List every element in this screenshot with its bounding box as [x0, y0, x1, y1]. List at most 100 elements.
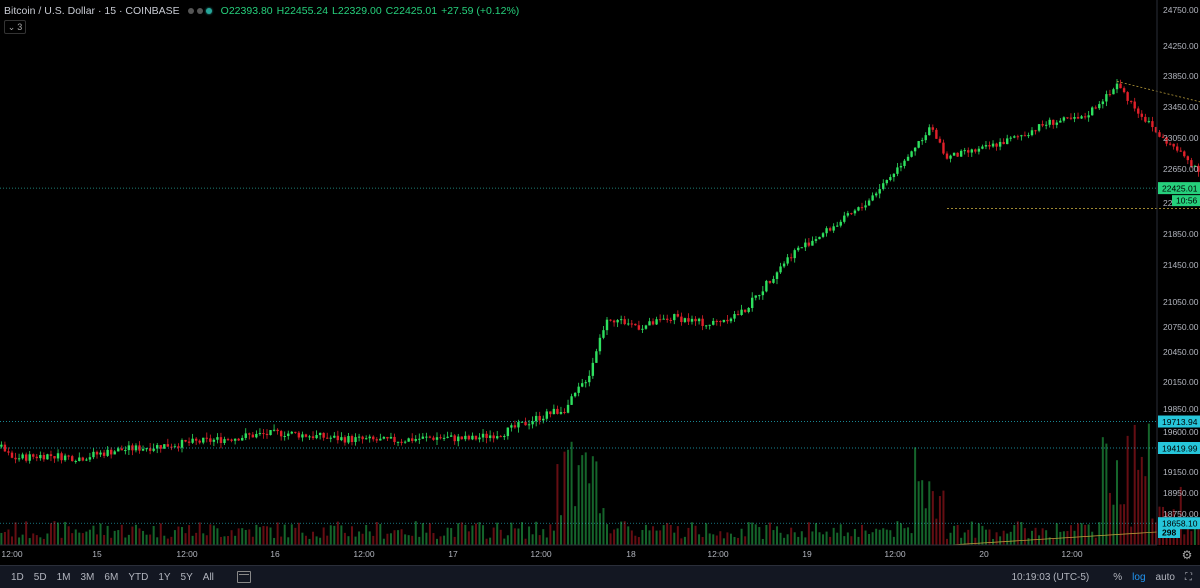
symbol-title[interactable]: Bitcoin / U.S. Dollar · 15 · COINBASE	[4, 5, 180, 17]
candle-body	[619, 319, 623, 321]
candle-body	[743, 309, 747, 312]
candle-body	[935, 129, 938, 139]
range-6m-button[interactable]: 6M	[104, 571, 119, 583]
candle-body	[885, 180, 888, 184]
candle-body	[896, 167, 899, 174]
candle-body	[1041, 124, 1044, 126]
volume-bar	[340, 525, 343, 545]
calendar-icon[interactable]	[236, 571, 251, 583]
volume-bar	[35, 535, 38, 545]
volume-bar	[400, 529, 403, 545]
time-tick-label: 18	[626, 549, 636, 559]
time-tick-label: 12:00	[707, 549, 729, 559]
gear-icon[interactable]: ⚙	[1181, 548, 1193, 562]
volume-bar	[18, 537, 21, 545]
volume-bar	[503, 538, 506, 545]
range-5d-button[interactable]: 5D	[33, 571, 47, 583]
candle-body	[662, 318, 665, 320]
candle-body	[751, 297, 754, 308]
candle-body	[233, 438, 237, 441]
volume-bar	[28, 538, 31, 545]
candle-body	[598, 337, 602, 352]
percent-toggle[interactable]: %	[1113, 571, 1123, 583]
level-1-label: 19713.94	[1158, 415, 1200, 428]
volume-bar	[637, 537, 640, 545]
volume-bar	[1154, 522, 1157, 545]
candle-body	[818, 236, 821, 240]
candle-body	[648, 321, 651, 326]
volume-bar	[956, 525, 959, 545]
volume-bar	[577, 465, 580, 545]
candle-body	[418, 438, 421, 440]
volume-label: 298	[1158, 527, 1180, 538]
candle-body	[106, 449, 109, 456]
range-1d-button[interactable]: 1D	[11, 571, 24, 583]
candle-body	[549, 411, 552, 415]
volume-bar	[1101, 437, 1104, 545]
volume-bar	[687, 527, 690, 545]
volume-bar	[457, 523, 460, 545]
volume-bar	[103, 534, 106, 545]
range-all-button[interactable]: All	[202, 571, 214, 583]
volume-bar	[581, 455, 584, 545]
volume-bar	[662, 525, 665, 545]
volume-bar	[1020, 521, 1023, 545]
candle-body	[520, 421, 524, 423]
range-5y-button[interactable]: 5Y	[180, 571, 193, 583]
candle-body	[570, 396, 573, 405]
volume-bar	[999, 536, 1002, 545]
volume-bar	[71, 533, 74, 545]
volume-bar	[1186, 520, 1189, 545]
volume-bar	[280, 536, 283, 545]
log-toggle[interactable]: log	[1132, 571, 1146, 583]
candle-body	[1009, 137, 1012, 139]
candle-body	[1020, 135, 1023, 137]
volume-bar	[181, 527, 183, 545]
auto-toggle[interactable]: auto	[1155, 571, 1175, 583]
volume-bar	[297, 522, 300, 545]
volume-bar	[938, 496, 941, 545]
candle-body	[449, 435, 453, 437]
volume-bar	[166, 538, 169, 545]
candle-body	[223, 439, 226, 444]
candle-body	[882, 183, 885, 190]
volume-bar	[609, 533, 612, 545]
volume-bar	[584, 452, 587, 545]
candle-body	[627, 323, 630, 325]
volume-bar	[343, 532, 346, 545]
volume-bar	[963, 532, 966, 545]
candle-body	[209, 438, 212, 442]
candle-body	[318, 432, 322, 436]
price-tick-label: 20150.00	[1163, 377, 1199, 387]
indicators-toggle[interactable]: ⌄ 3	[4, 20, 26, 34]
volume-bar	[81, 533, 84, 545]
candle-body	[683, 318, 687, 323]
candle-body	[704, 325, 708, 327]
range-3m-button[interactable]: 3M	[80, 571, 95, 583]
candle-body	[669, 319, 672, 321]
candle-body	[637, 325, 641, 330]
range-1y-button[interactable]: 1Y	[158, 571, 171, 583]
volume-bar	[740, 528, 743, 545]
level-1-label-bg	[1158, 415, 1200, 428]
volume-bar	[202, 533, 205, 545]
candle-body	[3, 444, 7, 452]
candle-body	[42, 455, 46, 460]
candle-body	[237, 438, 240, 441]
candle-body	[279, 431, 283, 437]
volume-bar	[1069, 525, 1072, 545]
volume-bar	[496, 522, 499, 545]
fullscreen-icon[interactable]: ⛶	[1185, 571, 1192, 583]
candle-body	[283, 436, 286, 438]
price-chart[interactable]: 24750.00 24250.00 23850.00 23450.00 23050.00…	[0, 0, 1200, 565]
candle-body	[141, 448, 145, 451]
volume-bar	[528, 526, 531, 545]
volume-bar	[871, 532, 874, 545]
range-ytd-button[interactable]: YTD	[128, 571, 149, 583]
range-1m-button[interactable]: 1M	[56, 571, 71, 583]
candle-body	[262, 433, 265, 435]
candle-body	[825, 228, 828, 234]
volume-bar	[1190, 531, 1193, 545]
volume-bar	[354, 536, 357, 545]
volume-bar	[591, 456, 594, 545]
